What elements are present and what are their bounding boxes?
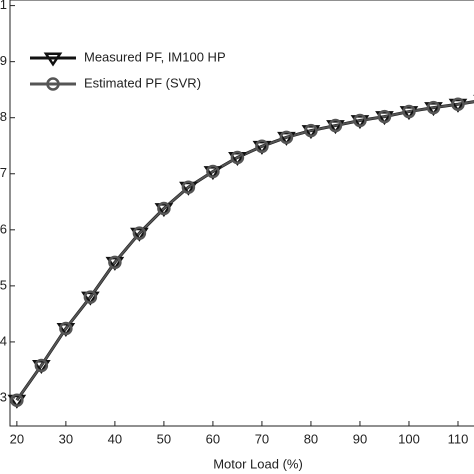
y-tick-label: 1 — [0, 0, 7, 12]
marker — [32, 360, 51, 375]
marker — [181, 180, 196, 194]
marker — [402, 104, 416, 119]
marker — [7, 394, 27, 409]
marker — [46, 77, 60, 91]
marker — [157, 201, 171, 216]
legend-label: Measured PF, IM100 HP — [84, 49, 226, 64]
marker — [130, 227, 149, 242]
series-line — [15, 100, 474, 402]
x-tick-label: 110 — [448, 431, 469, 446]
marker — [426, 100, 441, 115]
marker — [279, 130, 294, 145]
marker — [377, 109, 392, 124]
y-tick-label: 6 — [0, 221, 7, 236]
marker — [105, 256, 125, 271]
marker — [34, 358, 49, 373]
y-tick-label: 3 — [0, 389, 7, 404]
legend-label: Estimated PF (SVR) — [84, 75, 201, 90]
marker — [179, 181, 198, 196]
marker — [399, 106, 419, 121]
x-tick-label: 90 — [353, 431, 367, 446]
marker — [304, 123, 318, 138]
marker — [228, 152, 247, 167]
marker — [301, 125, 321, 140]
marker — [83, 290, 98, 304]
marker — [10, 393, 24, 407]
x-tick-label: 20 — [10, 431, 24, 446]
marker — [56, 323, 76, 338]
x-tick-label: 30 — [59, 431, 73, 446]
marker — [252, 140, 272, 155]
y-tick-label: 5 — [0, 277, 7, 292]
marker — [326, 120, 345, 135]
marker — [451, 97, 465, 112]
x-tick-label: 40 — [108, 431, 122, 446]
legend: Measured PF, IM100 HP Estimated PF (SVR) — [30, 49, 226, 91]
marker — [328, 118, 343, 133]
x-tick-label: 50 — [157, 431, 171, 446]
x-tick-label: 100 — [398, 431, 420, 446]
marker — [375, 111, 394, 126]
marker — [277, 131, 296, 146]
marker — [353, 113, 367, 128]
marker — [448, 98, 468, 113]
y-tick-label: 4 — [0, 333, 7, 348]
y-tick-label: 9 — [0, 53, 7, 68]
marker — [154, 203, 174, 218]
x-tick-label: 60 — [206, 431, 220, 446]
marker — [255, 139, 269, 154]
marker — [132, 226, 147, 240]
y-tick-label: 7 — [0, 165, 7, 180]
marker — [81, 291, 100, 306]
marker — [206, 164, 220, 179]
marker — [43, 52, 63, 67]
plot-frame — [9, 0, 474, 427]
series-line — [16, 100, 474, 401]
marker — [59, 321, 73, 336]
y-tick-label: 8 — [0, 109, 7, 124]
x-tick-label: 70 — [255, 431, 269, 446]
x-axis-label: Motor Load (%) — [213, 456, 303, 471]
marker — [203, 166, 223, 181]
marker — [108, 255, 122, 270]
marker — [350, 115, 370, 130]
marker — [424, 102, 443, 117]
marker — [230, 150, 245, 165]
x-tick-label: 80 — [304, 431, 318, 446]
